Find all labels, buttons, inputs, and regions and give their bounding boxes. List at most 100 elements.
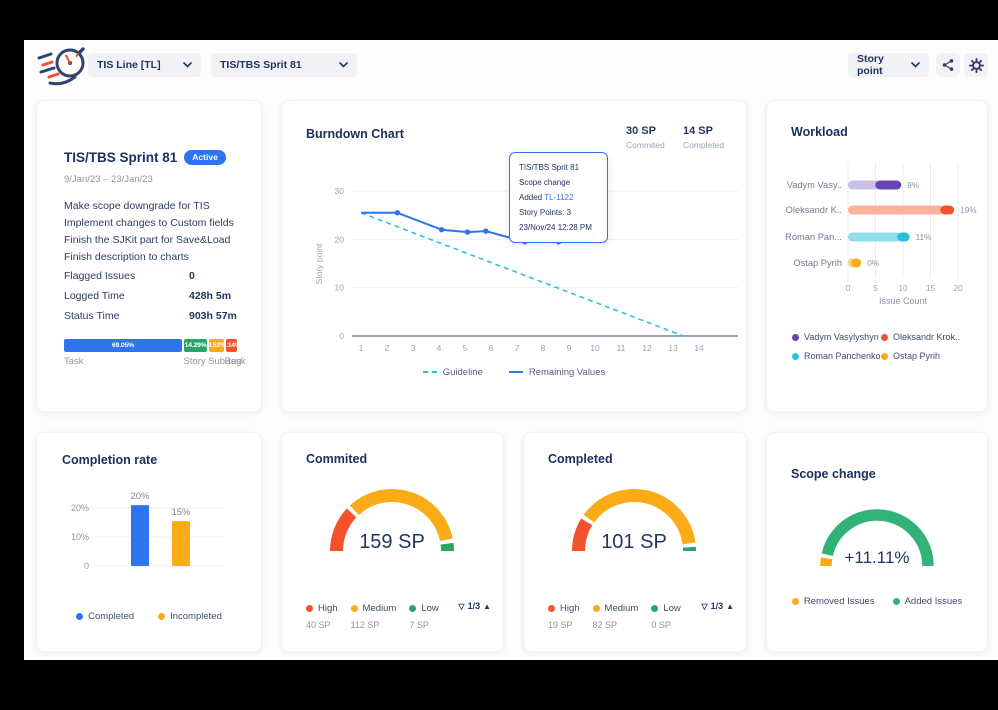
workload-legend: Vadym Vasylyshyn Oleksandr Krok.. Roman … — [792, 332, 960, 361]
pager-prev-button[interactable]: ▽ — [458, 601, 465, 611]
commited-summary: 30 SP Commited — [626, 125, 665, 150]
tooltip-story-points: Story Points: 3 — [519, 208, 572, 217]
gauge-segment-medium — [583, 489, 696, 545]
settings-button[interactable] — [964, 53, 988, 77]
svg-text:0: 0 — [339, 331, 344, 341]
completion-rate-title: Completion rate — [62, 453, 158, 467]
legend-item-added-issues[interactable]: Added Issues — [892, 596, 962, 607]
data-point — [394, 210, 401, 216]
svg-text:5: 5 — [873, 284, 878, 293]
svg-text:7: 7 — [515, 343, 520, 353]
commited-legend: High 40 SP Medium 112 SP Low 7 SP ▽ 1/3 … — [306, 598, 491, 630]
pager-next-button[interactable]: ▲ — [726, 601, 734, 611]
gauge-segment-medium — [349, 489, 453, 542]
gauge-center-value: 101 SP — [601, 531, 667, 553]
svg-text:11%: 11% — [916, 233, 932, 242]
burndown-legend: Guideline Remaining Values — [282, 367, 746, 378]
gauge-segment-added-issues — [821, 509, 934, 567]
share-button[interactable] — [936, 53, 960, 77]
workload-bar-tip — [851, 258, 862, 268]
svg-text:6: 6 — [489, 343, 494, 353]
legend-item[interactable]: Ostap Pyrih — [881, 351, 960, 361]
legend-item-low: Low 0 SP — [651, 603, 681, 630]
svg-text:20: 20 — [953, 284, 963, 293]
legend-item-removed-issues[interactable]: Removed Issues — [791, 596, 875, 607]
legend-item-medium: Medium 112 SP — [350, 603, 397, 630]
svg-text:9%: 9% — [907, 181, 919, 190]
pager-prev-button[interactable]: ▽ — [701, 601, 708, 611]
legend-item[interactable]: Roman Panchenko — [792, 351, 881, 361]
svg-text:Issue Count: Issue Count — [879, 296, 928, 306]
issue-type-bar: 69.05% 14.29% 9.52% 7.14% — [64, 339, 241, 352]
legend-item-high: High 40 SP — [306, 603, 338, 630]
svg-text:15%: 15% — [171, 507, 191, 518]
chevron-down-icon — [911, 62, 920, 68]
remaining-swatch — [508, 371, 523, 373]
sprint-dates: 9/Jan/23 – 23/Jan/23 — [64, 174, 153, 185]
gauge-center-value: 159 SP — [359, 531, 425, 553]
completed-title: Completed — [548, 452, 613, 466]
completion-rate-legend: Completed Incompleted — [37, 611, 261, 622]
svg-text:13: 13 — [668, 343, 678, 353]
svg-text:2: 2 — [385, 343, 390, 353]
workload-title: Workload — [791, 125, 848, 139]
sprint-info-card: TIS/TBS Sprint 81 Active 9/Jan/23 – 23/Ja… — [36, 100, 262, 412]
sprint-description: Make scope downgrade for TIS Implement c… — [64, 200, 234, 263]
issue-type-labels: Task Story Sub-task Bug — [64, 356, 246, 367]
legend-item[interactable]: Vadym Vasylyshyn — [792, 332, 881, 342]
sprint-title: TIS/TBS Sprint 81 — [64, 150, 178, 165]
tooltip-timestamp: 23/Nov/24 12:28 PM — [519, 223, 592, 232]
sprint-dropdown-value: TIS/TBS Sprit 81 — [220, 59, 302, 71]
app-window: TIS Line [TL] TIS/TBS Sprit 81 Story poi… — [24, 40, 998, 660]
pager-label: 1/3 — [710, 601, 724, 611]
svg-text:4: 4 — [437, 343, 442, 353]
stat-logged-time: Logged Time 428h 5m — [64, 290, 232, 302]
svg-text:0: 0 — [84, 561, 89, 571]
legend-item[interactable]: Oleksandr Krok.. — [881, 332, 960, 342]
legend-remaining-values[interactable]: Remaining Values — [508, 367, 605, 378]
tooltip-added-line: Added TL-1122 — [519, 193, 574, 202]
unit-dropdown[interactable]: Story point — [848, 53, 929, 77]
svg-text:Story point: Story point — [314, 243, 324, 284]
svg-text:10: 10 — [898, 284, 908, 293]
stat-status-time: Status Time 903h 57m — [64, 310, 237, 322]
pager-label: 1/3 — [467, 601, 481, 611]
completed-gauge: 101 SP — [524, 433, 746, 651]
workload-bar — [848, 232, 902, 242]
project-dropdown[interactable]: TIS Line [TL] — [88, 53, 201, 77]
top-bar: TIS Line [TL] TIS/TBS Sprit 81 Story poi… — [24, 40, 998, 100]
svg-text:0%: 0% — [867, 259, 879, 268]
commited-card: Commited 159 SP High 40 SP Medium 112 SP… — [281, 432, 504, 652]
legend-item-high: High 19 SP — [548, 603, 580, 630]
completion-bar-incompleted — [172, 521, 190, 566]
svg-text:19%: 19% — [960, 206, 976, 215]
data-point — [483, 228, 489, 234]
app-logo-icon — [36, 42, 94, 95]
scope-change-gauge: +11.11% — [767, 433, 987, 651]
svg-text:5: 5 — [463, 343, 468, 353]
svg-text:30: 30 — [335, 186, 345, 196]
gauge-segment-high — [572, 518, 593, 552]
legend-item[interactable]: Incompleted — [158, 611, 222, 622]
completion-rate-chart: 0 10% 20% 20% 15% — [37, 433, 261, 651]
workload-bar — [848, 180, 880, 190]
legend-item[interactable]: Completed — [76, 611, 134, 622]
pager-next-button[interactable]: ▲ — [483, 601, 491, 611]
gear-icon — [968, 57, 984, 73]
sprint-dropdown[interactable]: TIS/TBS Sprit 81 — [211, 53, 357, 77]
issue-link[interactable]: TL-1122 — [544, 193, 574, 202]
issue-type-segment-bug: 7.14% — [222, 339, 241, 352]
completed-summary: 14 SP Completed — [683, 125, 725, 150]
workload-chart: 0 5 10 15 20 Issue Count Vadym Vasy.. 9% Oleksan… — [767, 101, 987, 411]
issue-type-segment-sub-task: 9.52% — [208, 339, 226, 352]
legend-guideline[interactable]: Guideline — [422, 367, 483, 378]
chevron-down-icon — [339, 62, 348, 68]
gauge-segment-removed-issues — [820, 557, 833, 567]
svg-text:20%: 20% — [130, 491, 150, 502]
gauge-pager: ▽ 1/3 ▲ — [458, 601, 491, 611]
burndown-chart: 0 10 20 30 1 2 3 4 5 6 7 8 9 10 11 12 13 14 Story point — [282, 101, 746, 411]
svg-text:Vadym Vasy..: Vadym Vasy.. — [787, 180, 842, 190]
completion-gridlines: 0 10% 20% — [71, 503, 225, 571]
